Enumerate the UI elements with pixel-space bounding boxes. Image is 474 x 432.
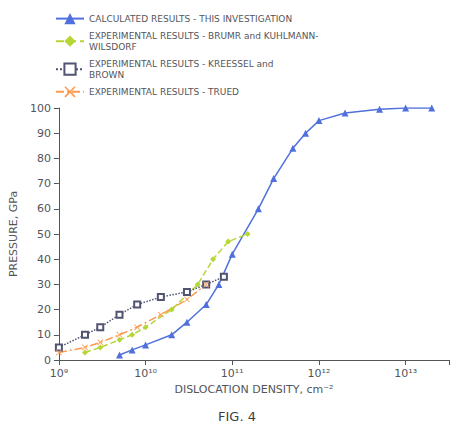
svg-text:100: 100 [30, 102, 51, 115]
svg-text:0: 0 [44, 354, 51, 367]
svg-text:10: 10 [37, 328, 51, 341]
svg-text:EXPERIMENTAL RESULTS - TRUED: EXPERIMENTAL RESULTS - TRUED [89, 87, 239, 97]
svg-text:20: 20 [37, 303, 51, 316]
svg-text:PRESSURE, GPa: PRESSURE, GPa [7, 191, 20, 277]
svg-text:40: 40 [37, 253, 51, 266]
svg-text:BROWN: BROWN [89, 70, 124, 80]
svg-text:DISLOCATION DENSITY, cm⁻²: DISLOCATION DENSITY, cm⁻² [174, 383, 333, 396]
svg-text:10¹⁰: 10¹⁰ [134, 367, 157, 380]
svg-text:EXPERIMENTAL RESULTS - KREESSE: EXPERIMENTAL RESULTS - KREESSEL and [89, 59, 274, 69]
svg-text:30: 30 [37, 278, 51, 291]
svg-text:50: 50 [37, 228, 51, 241]
svg-text:CALCULATED RESULTS - THIS INVE: CALCULATED RESULTS - THIS INVESTIGATION [89, 14, 292, 24]
svg-text:10¹³: 10¹³ [394, 367, 417, 380]
svg-text:10¹²: 10¹² [308, 367, 331, 380]
svg-text:80: 80 [37, 152, 51, 165]
svg-text:90: 90 [37, 127, 51, 140]
svg-text:70: 70 [37, 177, 51, 190]
svg-text:60: 60 [37, 202, 51, 215]
svg-text:WILSDORF: WILSDORF [89, 42, 137, 52]
svg-text:FIG. 4: FIG. 4 [218, 409, 256, 424]
svg-text:10⁹: 10⁹ [50, 367, 68, 380]
svg-text:10¹¹: 10¹¹ [221, 367, 244, 380]
svg-text:EXPERIMENTAL RESULTS - BRUMR a: EXPERIMENTAL RESULTS - BRUMR and KUHLMAN… [89, 31, 318, 41]
